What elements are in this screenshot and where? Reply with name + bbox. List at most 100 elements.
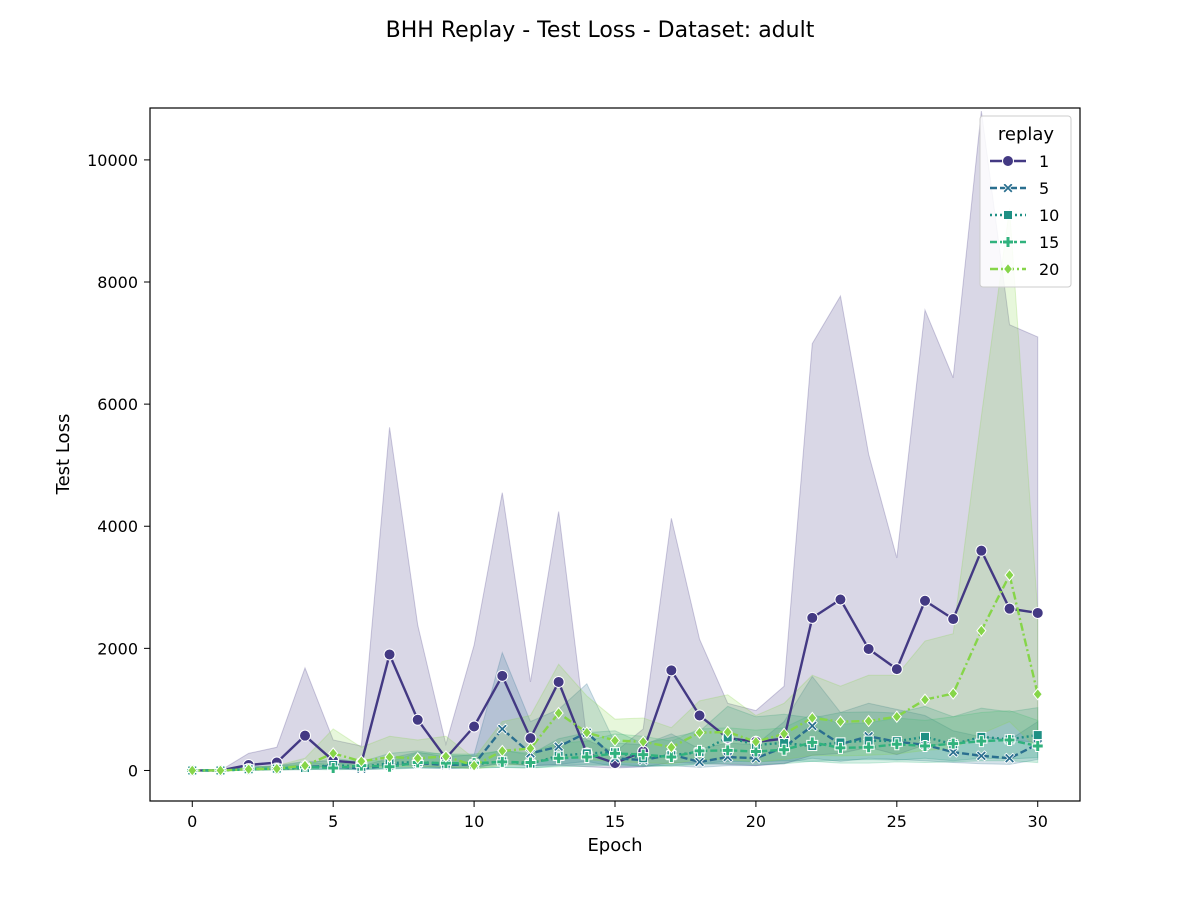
data-point-replay-15 [327, 762, 340, 775]
data-point-replay-20 [468, 759, 480, 772]
data-point-replay-1 [496, 669, 509, 682]
data-point-replay-15 [580, 751, 593, 764]
data-point-replay-1 [862, 642, 875, 655]
x-tick-label: 15 [605, 812, 625, 831]
x-axis: 0 5 10 15 20 25 30 [187, 801, 1048, 831]
data-point-replay-20 [581, 726, 592, 739]
data-point-replay-15 [862, 741, 875, 754]
x-tick-label: 30 [1028, 812, 1048, 831]
data-point-replay-20 [666, 740, 677, 754]
data-point-replay-20 [1004, 568, 1015, 582]
data-point-replay-20 [243, 762, 254, 776]
data-point-replay-1 [383, 648, 396, 661]
y-tick-label: 6000 [97, 395, 138, 414]
data-point-replay-1 [919, 594, 931, 607]
y-axis: 0 2000 4000 6000 8000 10000 [87, 151, 150, 780]
data-point-replay-20 [271, 762, 282, 775]
legend-label-replay-10: 10 [1039, 206, 1059, 225]
data-point-replay-20 [384, 750, 395, 764]
y-tick-label: 0 [128, 761, 138, 780]
data-point-replay-1 [299, 729, 311, 742]
data-point-replay-20 [525, 742, 536, 755]
data-point-replay-5 [1003, 752, 1016, 764]
data-point-replay-20 [497, 744, 508, 758]
legend-marker-replay-1 [1002, 155, 1014, 167]
data-point-replay-1 [411, 713, 424, 726]
data-point-replay-15 [439, 757, 452, 770]
data-point-replay-15 [552, 752, 565, 765]
data-point-replay-10 [1032, 730, 1043, 741]
data-point-replay-15 [778, 743, 791, 756]
data-point-replay-5 [496, 723, 508, 735]
data-point-replay-20 [299, 759, 311, 772]
legend-marker-replay-10 [1003, 210, 1013, 220]
legend-label-replay-1: 1 [1039, 152, 1049, 171]
data-point-replay-20 [356, 755, 367, 768]
x-tick-label: 5 [328, 812, 338, 831]
x-tick-label: 10 [464, 812, 484, 831]
y-axis-label: Test Loss [53, 414, 74, 496]
data-point-replay-10 [920, 731, 930, 742]
legend-title: replay [998, 124, 1055, 145]
data-point-replay-1 [524, 732, 537, 745]
data-point-replay-15 [890, 738, 903, 751]
data-point-replay-1 [665, 664, 678, 677]
legend-label-replay-20: 20 [1039, 260, 1059, 279]
data-point-replay-15 [609, 747, 621, 760]
data-point-replay-1 [947, 613, 960, 626]
data-point-replay-20 [919, 693, 931, 706]
data-point-replay-5 [693, 756, 706, 768]
data-point-replay-20 [750, 735, 762, 749]
data-point-replay-15 [834, 741, 847, 754]
data-point-replay-1 [1003, 602, 1016, 615]
y-tick-label: 8000 [97, 273, 138, 292]
data-point-replay-20 [722, 725, 733, 739]
data-point-replay-20 [863, 714, 874, 728]
data-point-replay-15 [749, 745, 762, 758]
series-markers [186, 544, 1044, 777]
data-point-replay-15 [383, 760, 396, 773]
data-point-replay-1 [693, 709, 706, 722]
data-point-replay-5 [975, 750, 987, 762]
data-point-replay-15 [947, 737, 960, 750]
legend-label-replay-5: 5 [1039, 179, 1049, 198]
data-point-replay-1 [552, 675, 565, 688]
x-tick-label: 20 [746, 812, 766, 831]
data-point-replay-20 [609, 734, 621, 747]
data-point-replay-1 [1031, 606, 1044, 619]
data-point-replay-20 [328, 747, 339, 760]
data-point-replay-20 [835, 715, 846, 728]
data-point-replay-15 [806, 736, 819, 749]
data-point-replay-1 [806, 611, 819, 624]
data-point-replay-1 [468, 720, 481, 733]
data-point-replay-15 [693, 744, 706, 757]
legend-marker-replay-15 [1002, 236, 1014, 248]
data-point-replay-15 [1003, 733, 1016, 746]
x-axis-label: Epoch [587, 835, 642, 856]
y-tick-label: 2000 [97, 639, 138, 658]
data-point-replay-20 [638, 735, 649, 749]
data-point-replay-20 [694, 726, 705, 739]
data-point-replay-20 [187, 764, 198, 777]
data-point-replay-15 [919, 740, 931, 753]
data-point-replay-15 [721, 744, 734, 757]
legend-marker-replay-20 [1002, 262, 1014, 276]
data-point-replay-20 [948, 687, 959, 700]
data-point-replay-1 [890, 663, 903, 676]
chart-title: BHH Replay - Test Loss - Dataset: adult [386, 18, 815, 43]
x-tick-label: 25 [887, 812, 907, 831]
data-point-replay-5 [553, 741, 565, 753]
data-point-replay-20 [976, 624, 987, 637]
x-tick-label: 0 [187, 812, 197, 831]
y-tick-label: 4000 [97, 517, 138, 536]
data-point-replay-20 [440, 750, 452, 763]
data-point-replay-15 [524, 756, 537, 769]
legend-label-replay-15: 15 [1039, 233, 1059, 252]
data-point-replay-15 [496, 755, 509, 768]
y-tick-label: 10000 [87, 151, 138, 170]
data-point-replay-15 [975, 735, 988, 748]
